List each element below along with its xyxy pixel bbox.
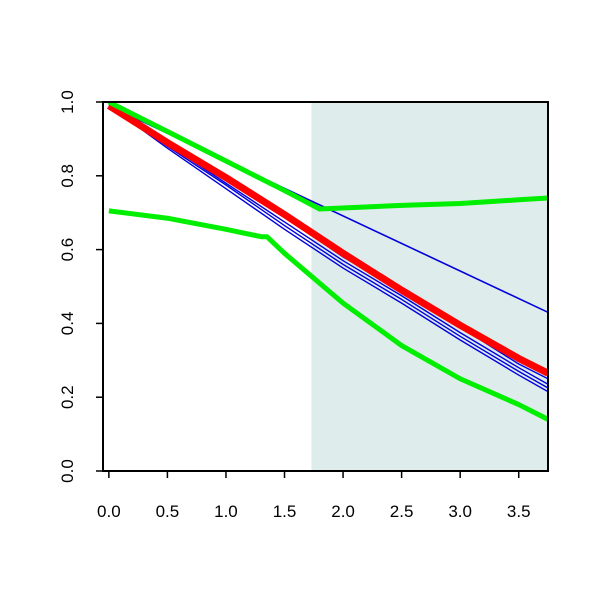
series-line-4 bbox=[108, 105, 548, 389]
series-layer bbox=[106, 102, 548, 422]
y-tick-label: 0.2 bbox=[58, 385, 77, 409]
x-tick-label: 2.0 bbox=[331, 502, 355, 521]
x-tick-label: 2.5 bbox=[390, 502, 414, 521]
x-tick-label: 0.0 bbox=[97, 502, 121, 521]
shaded-region bbox=[311, 102, 548, 471]
y-tick-label: 0.6 bbox=[58, 238, 77, 262]
y-tick-label: 0.0 bbox=[58, 459, 77, 483]
shaded-region-layer bbox=[311, 102, 548, 471]
y-tick-label: 0.8 bbox=[58, 164, 77, 188]
y-tick-label: 0.4 bbox=[58, 312, 77, 336]
x-tick-label: 3.5 bbox=[507, 502, 531, 521]
series-line-5 bbox=[108, 105, 548, 393]
x-axis: 0.0 0.5 1.0 1.5 2.0 2.5 3.0 3.5 bbox=[97, 470, 531, 521]
y-axis: 0.0 0.2 0.4 0.6 0.8 1.0 bbox=[58, 90, 104, 483]
series-line-6 bbox=[106, 102, 548, 377]
x-tick-label: 0.5 bbox=[156, 502, 180, 521]
x-tick-label: 3.0 bbox=[448, 502, 472, 521]
x-tick-label: 1.0 bbox=[214, 502, 238, 521]
x-tick-label: 1.5 bbox=[273, 502, 297, 521]
y-tick-label: 1.0 bbox=[58, 90, 77, 114]
series-line-7 bbox=[107, 102, 548, 212]
series-line-8 bbox=[108, 208, 548, 422]
